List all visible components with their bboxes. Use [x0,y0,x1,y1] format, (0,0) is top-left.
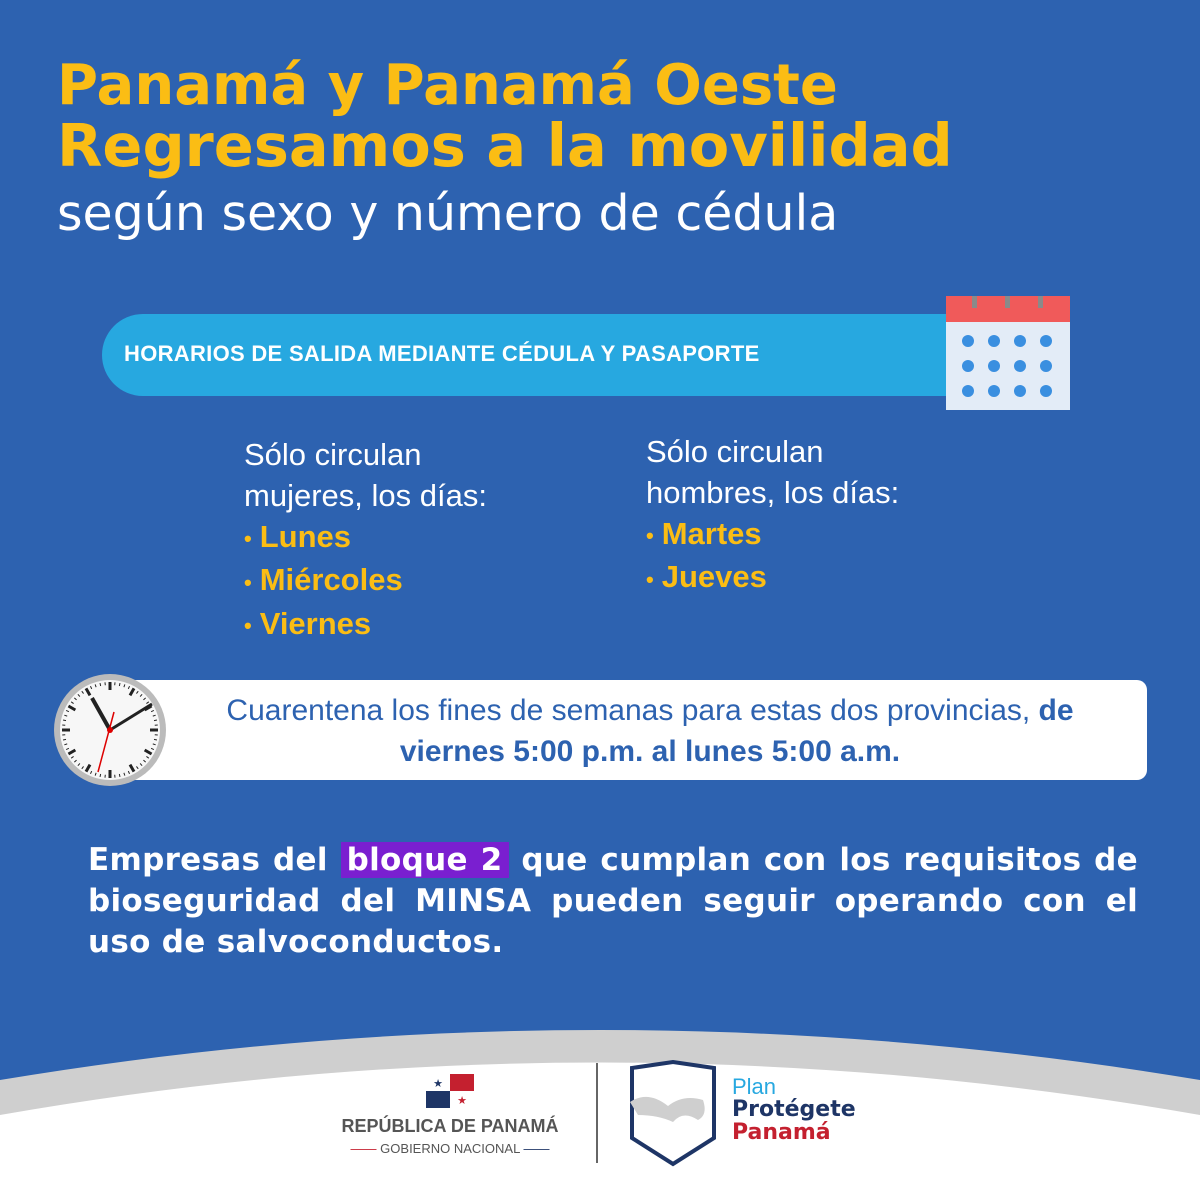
women-day: • Miércoles [244,562,403,598]
panama-flag-icon: ★★ [426,1074,474,1108]
banner-label: HORARIOS DE SALIDA MEDIANTE CÉDULA Y PAS… [124,341,760,366]
shield-logo-icon [630,1060,716,1167]
men-day: • Jueves [646,559,767,595]
women-day: • Lunes [244,519,351,554]
title-line-1: Panamá y Panamá Oeste [57,53,838,118]
men-line-1: Sólo circulan [646,434,824,469]
svg-text:★: ★ [457,1094,467,1107]
men-column: Sólo circulan hombres, los días: • Martes… [646,431,899,600]
women-line-1: Sólo circulan [244,437,422,472]
calendar-icon [946,296,1070,410]
panama-label: Panamá [732,1120,831,1145]
plan-label: Plan [732,1074,777,1099]
subtitle: según sexo y número de cédula [57,185,839,242]
men-line-2: hombres, los días: [646,475,900,510]
protegete-label: Protégete [732,1097,856,1122]
clock-icon [54,674,166,786]
women-day: • Viernes [244,605,372,641]
women-column: Sólo circulan mujeres, los días: • Lunes … [244,434,487,646]
highlight-block: bloque 2 [340,842,509,878]
women-line-2: mujeres, los días: [244,478,487,513]
republic-label: REPÚBLICA DE PANAMÁ [341,1116,559,1136]
quarantine-box [120,680,1147,780]
companies-text: Empresas del bloque 2 que cumplan con lo… [88,842,1138,960]
schedule-banner: HORARIOS DE SALIDA MEDIANTE CÉDULA Y PAS… [102,314,1002,396]
title-line-2: Regresamos a la movilidad [57,111,953,180]
svg-text:★: ★ [433,1077,443,1090]
men-day: • Martes [646,516,762,551]
quarantine-text: Cuarentena los fines de semanas para est… [226,694,1074,768]
footer-background [0,1030,1200,1200]
government-label: —— GOBIERNO NACIONAL —— [350,1141,550,1156]
